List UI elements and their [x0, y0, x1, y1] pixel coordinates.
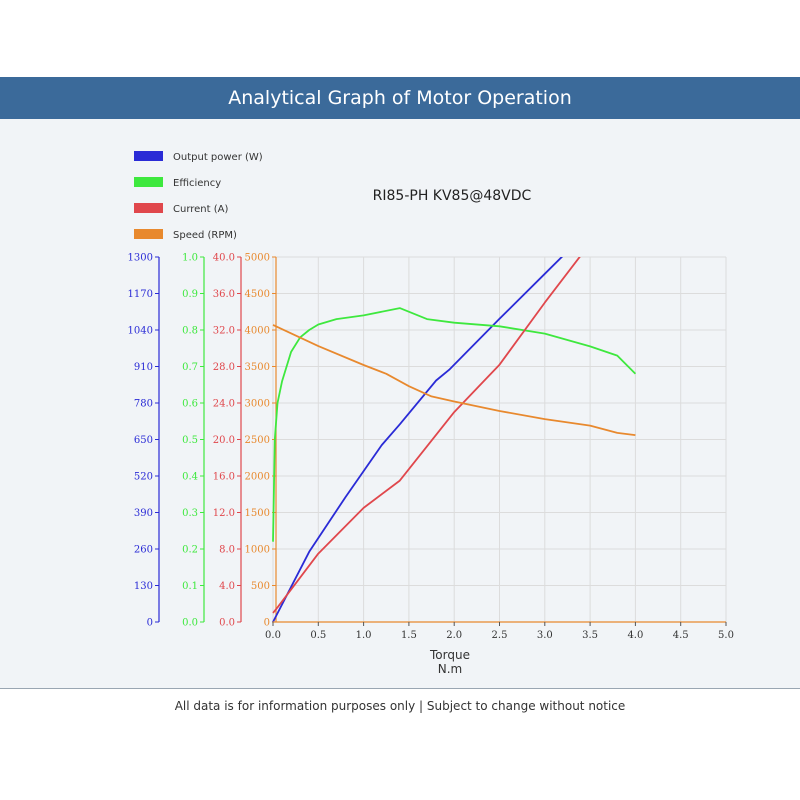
y-axis-2: 0.0 0.1 0.2 0.3 0.4 0.5 0.6 0.7 0.8 0.9 1.0: [182, 253, 205, 629]
legend-item: Output power (W): [134, 151, 263, 163]
y-tick-label: 650: [134, 435, 153, 446]
y-tick-label: 0.0: [219, 618, 235, 629]
chart-title-bar: Analytical Graph of Motor Operation: [0, 77, 800, 119]
series-line-speed-rpm: [272, 324, 636, 436]
y-tick-label: 3500: [245, 362, 270, 373]
y-tick-label: 8.0: [219, 545, 235, 556]
legend-item: Speed (RPM): [134, 229, 237, 241]
y-tick-label: 0.9: [182, 289, 198, 300]
y-tick-label: 0.0: [182, 618, 198, 629]
y-tick-label: 32.0: [213, 326, 235, 337]
grid: [272, 256, 727, 623]
y-tick-label: 1000: [245, 545, 270, 556]
y-tick-label: 130: [134, 581, 153, 592]
disclaimer-text: All data is for information purposes onl…: [174, 699, 626, 713]
y-tick-label: 1300: [128, 253, 153, 264]
x-tick-label: 3.5: [582, 630, 598, 641]
y-tick-label: 910: [134, 362, 153, 373]
y-tick-label: 390: [134, 508, 153, 519]
y-axis-3: 0.0 4.0 8.0 12.0 16.0 20.0 24.0 28.0 32.0 36.0 40.…: [213, 253, 242, 629]
y-axes: 0 130 260 390 520 650 780 910 1040 1170 1300 0.0 0.1…: [128, 253, 277, 629]
legend-swatch: [134, 229, 163, 239]
y-tick-label: 0.3: [182, 508, 198, 519]
series-line-output-power-w: [272, 257, 564, 623]
x-tick-label: 4.5: [673, 630, 689, 641]
y-tick-label: 500: [251, 581, 270, 592]
x-tick-label: 0.5: [310, 630, 326, 641]
legend-swatch: [134, 203, 163, 213]
y-tick-label: 0.6: [182, 399, 198, 410]
y-tick-label: 24.0: [213, 399, 235, 410]
y-tick-label: 520: [134, 472, 153, 483]
y-tick-label: 4000: [245, 326, 270, 337]
y-tick-label: 1170: [128, 289, 153, 300]
y-tick-label: 28.0: [213, 362, 235, 373]
legend: Output power (W) Efficiency Current (A) Spe…: [134, 151, 263, 241]
legend-swatch: [134, 177, 163, 187]
y-tick-label: 0.7: [182, 362, 198, 373]
y-tick-label: 16.0: [213, 472, 235, 483]
y-tick-label: 0.4: [182, 472, 198, 483]
y-tick-label: 4.0: [219, 581, 235, 592]
y-tick-label: 3000: [245, 399, 270, 410]
x-axis-unit: N.m: [438, 662, 462, 676]
y-tick-label: 5000: [245, 253, 270, 264]
x-tick-label: 1.5: [401, 630, 417, 641]
y-axis-4: 0 500 1000 1500 2000 2500 3000 3500 4000 4500 5000: [245, 253, 277, 629]
y-tick-label: 260: [134, 545, 153, 556]
y-tick-label: 1040: [128, 326, 153, 337]
y-tick-label: 40.0: [213, 253, 235, 264]
y-tick-label: 780: [134, 399, 153, 410]
legend-label: Current (A): [173, 204, 228, 215]
x-tick-label: 3.0: [537, 630, 553, 641]
y-axis-1: 0 130 260 390 520 650 780 910 1040 1170 1300: [128, 253, 160, 629]
series-line-efficiency: [272, 307, 637, 542]
series-lines: [272, 257, 637, 623]
y-tick-label: 0: [147, 618, 153, 629]
y-tick-label: 0.1: [182, 581, 198, 592]
y-tick-label: 12.0: [213, 508, 235, 519]
legend-swatch: [134, 151, 163, 161]
y-tick-label: 0.8: [182, 326, 198, 337]
legend-label: Speed (RPM): [173, 230, 237, 241]
x-tick-label: 2.0: [446, 630, 462, 641]
y-tick-label: 4500: [245, 289, 270, 300]
disclaimer-footer: All data is for information purposes onl…: [0, 688, 800, 723]
y-tick-label: 1500: [245, 508, 270, 519]
y-tick-label: 0: [264, 618, 270, 629]
x-axis: 0.0 0.5 1.0 1.5 2.0 2.5 3.0 3.5 4.0 4.5 5.0: [265, 621, 734, 641]
legend-label: Output power (W): [173, 152, 263, 163]
chart-subtitle: RI85-PH KV85@48VDC: [373, 188, 532, 204]
legend-item: Current (A): [134, 203, 228, 215]
legend-item: Efficiency: [134, 177, 221, 189]
y-tick-label: 0.2: [182, 545, 198, 556]
y-tick-label: 36.0: [213, 289, 235, 300]
y-tick-label: 1.0: [182, 253, 198, 264]
x-tick-label: 2.5: [492, 630, 508, 641]
y-tick-label: 20.0: [213, 435, 235, 446]
x-tick-label: 1.0: [356, 630, 372, 641]
x-axis-label: Torque: [429, 648, 470, 662]
x-tick-label: 4.0: [627, 630, 643, 641]
series-group: [272, 257, 637, 623]
y-tick-label: 0.5: [182, 435, 198, 446]
y-tick-label: 2500: [245, 435, 270, 446]
x-tick-label: 0.0: [265, 630, 281, 641]
y-tick-label: 2000: [245, 472, 270, 483]
legend-label: Efficiency: [173, 178, 221, 189]
x-tick-label: 5.0: [718, 630, 734, 641]
chart-title: Analytical Graph of Motor Operation: [228, 87, 572, 109]
series-line-current-a: [272, 257, 581, 614]
